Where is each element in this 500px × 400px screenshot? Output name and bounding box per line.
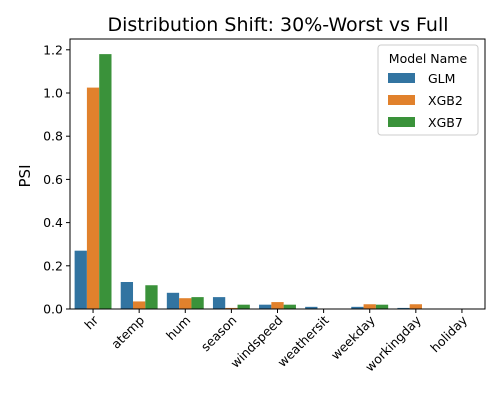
legend-label-glm: GLM [428,71,455,86]
bar-glm-hr [74,250,87,309]
bar-xgb7-windspeed [283,304,296,309]
y-tick-label: 0.0 [43,302,63,317]
x-tick-label: hr [81,312,101,332]
legend-frame [377,44,479,136]
y-tick-label: 0.2 [43,258,63,273]
bar-glm-windspeed [259,304,272,309]
x-tick-label: season [198,313,240,355]
bar-glm-weathersit [305,306,318,309]
bar-xgb7-hr [99,54,112,310]
y-tick-label: 0.6 [43,172,63,187]
bar-glm-season [212,297,226,309]
legend-label-xgb7: XGB7 [428,115,463,130]
bar-xgb2-hr [86,87,100,309]
bar-glm-workingday [397,307,410,309]
legend-title: Model Name [389,51,468,66]
bar-glm-weekday [351,306,364,309]
y-tick-label: 0.4 [43,215,63,230]
bar-xgb7-season [237,304,250,309]
legend-label-xgb2: XGB2 [428,93,463,108]
y-tick-label: 1.2 [43,42,63,57]
y-tick-label: 0.8 [43,129,63,144]
legend-swatch-xgb7 [388,117,415,127]
chart-title: Distribution Shift: 30%-Worst vs Full [108,14,449,36]
y-tick-label: 1.0 [43,86,63,101]
bar-xgb2-season [225,307,238,309]
bar-xgb2-atemp [133,301,146,309]
bar-glm-hum [166,292,180,309]
bar-xgb7-hum [191,297,204,309]
legend-swatch-glm [388,73,415,83]
legend-swatch-xgb2 [388,95,415,105]
bar-xgb7-atemp [145,285,158,309]
bar-xgb7-weekday [375,304,389,309]
x-tick-label: hum [163,313,193,343]
bar-xgb2-hum [179,298,192,309]
bar-glm-atemp [120,282,134,309]
x-tick-label: atemp [108,312,147,351]
bar-xgb2-windspeed [271,302,284,309]
bar-xgb2-weekday [363,304,376,309]
legend: Model Name GLM XGB2 XGB7 [377,44,479,136]
bar-xgb2-workingday [409,304,422,309]
x-tick-label: holiday [427,312,470,355]
y-axis-label: PSI [16,165,34,188]
